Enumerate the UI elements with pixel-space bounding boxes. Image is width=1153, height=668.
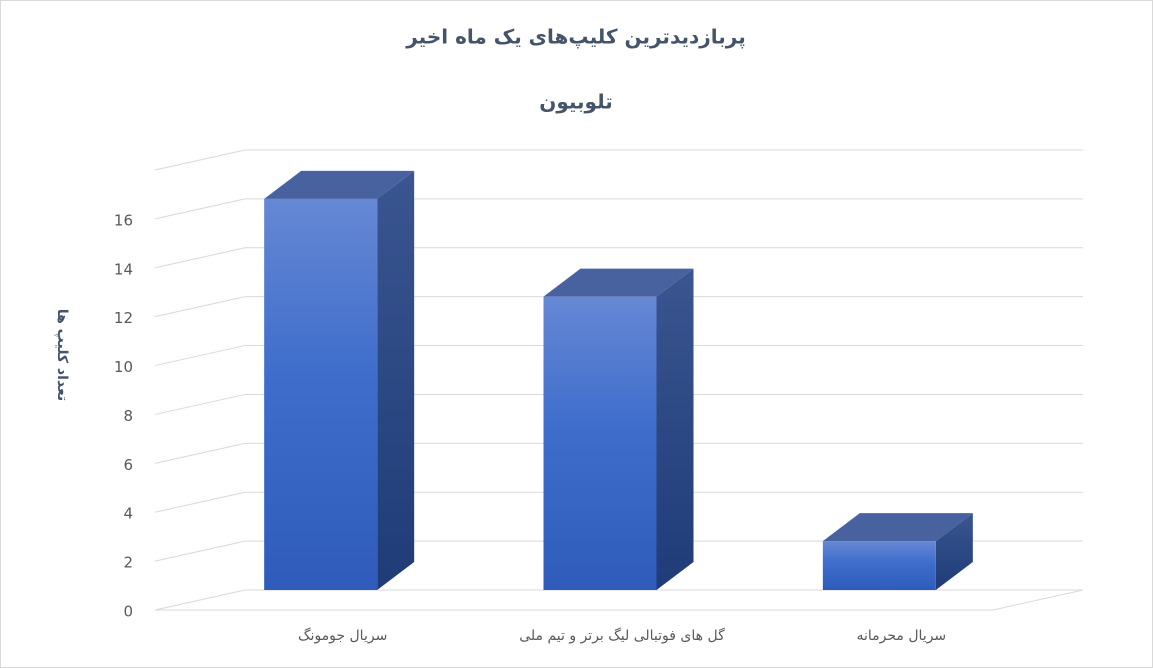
bar-top xyxy=(264,170,415,199)
chart-title: پربازدیدترین کلیپ‌های یک ماه اخیر xyxy=(405,25,746,50)
grid-line xyxy=(154,198,246,220)
bar-top xyxy=(543,268,694,297)
bar xyxy=(543,296,657,590)
bar-top xyxy=(822,513,973,542)
chart-subtitle: تلوبیون xyxy=(539,90,613,114)
grid-line xyxy=(154,491,246,513)
floor-edge xyxy=(992,589,1084,611)
y-tick-label: 16 xyxy=(114,211,133,229)
x-tick-label: سریال محرمانه xyxy=(856,628,946,644)
grid-line xyxy=(154,442,246,464)
bar-side xyxy=(377,170,415,590)
grid-line xyxy=(154,393,246,415)
bar-side xyxy=(935,513,973,590)
grid-line xyxy=(154,540,246,562)
bar xyxy=(264,198,378,590)
y-tick-label: 4 xyxy=(123,505,133,523)
grid-line xyxy=(154,345,246,367)
y-tick-label: 12 xyxy=(114,309,133,327)
grid-line xyxy=(154,247,246,269)
y-tick-label: 10 xyxy=(114,358,133,376)
grid-line xyxy=(154,296,246,318)
y-axis-label: تعداد کلیپ ها xyxy=(54,309,70,401)
y-tick-label: 2 xyxy=(123,554,133,572)
x-tick-label: سریال جومونگ xyxy=(298,627,387,644)
y-tick-label: 0 xyxy=(123,603,133,621)
grid-line xyxy=(154,589,246,611)
y-tick-label: 14 xyxy=(114,260,133,278)
y-tick-label: 8 xyxy=(123,407,133,425)
bar-side xyxy=(656,268,694,590)
y-tick-label: 6 xyxy=(123,456,133,474)
bar xyxy=(822,541,936,590)
x-tick-label: گل های فوتبالی لیگ برتر و تیم ملی xyxy=(519,627,725,644)
wall-top xyxy=(154,149,246,171)
